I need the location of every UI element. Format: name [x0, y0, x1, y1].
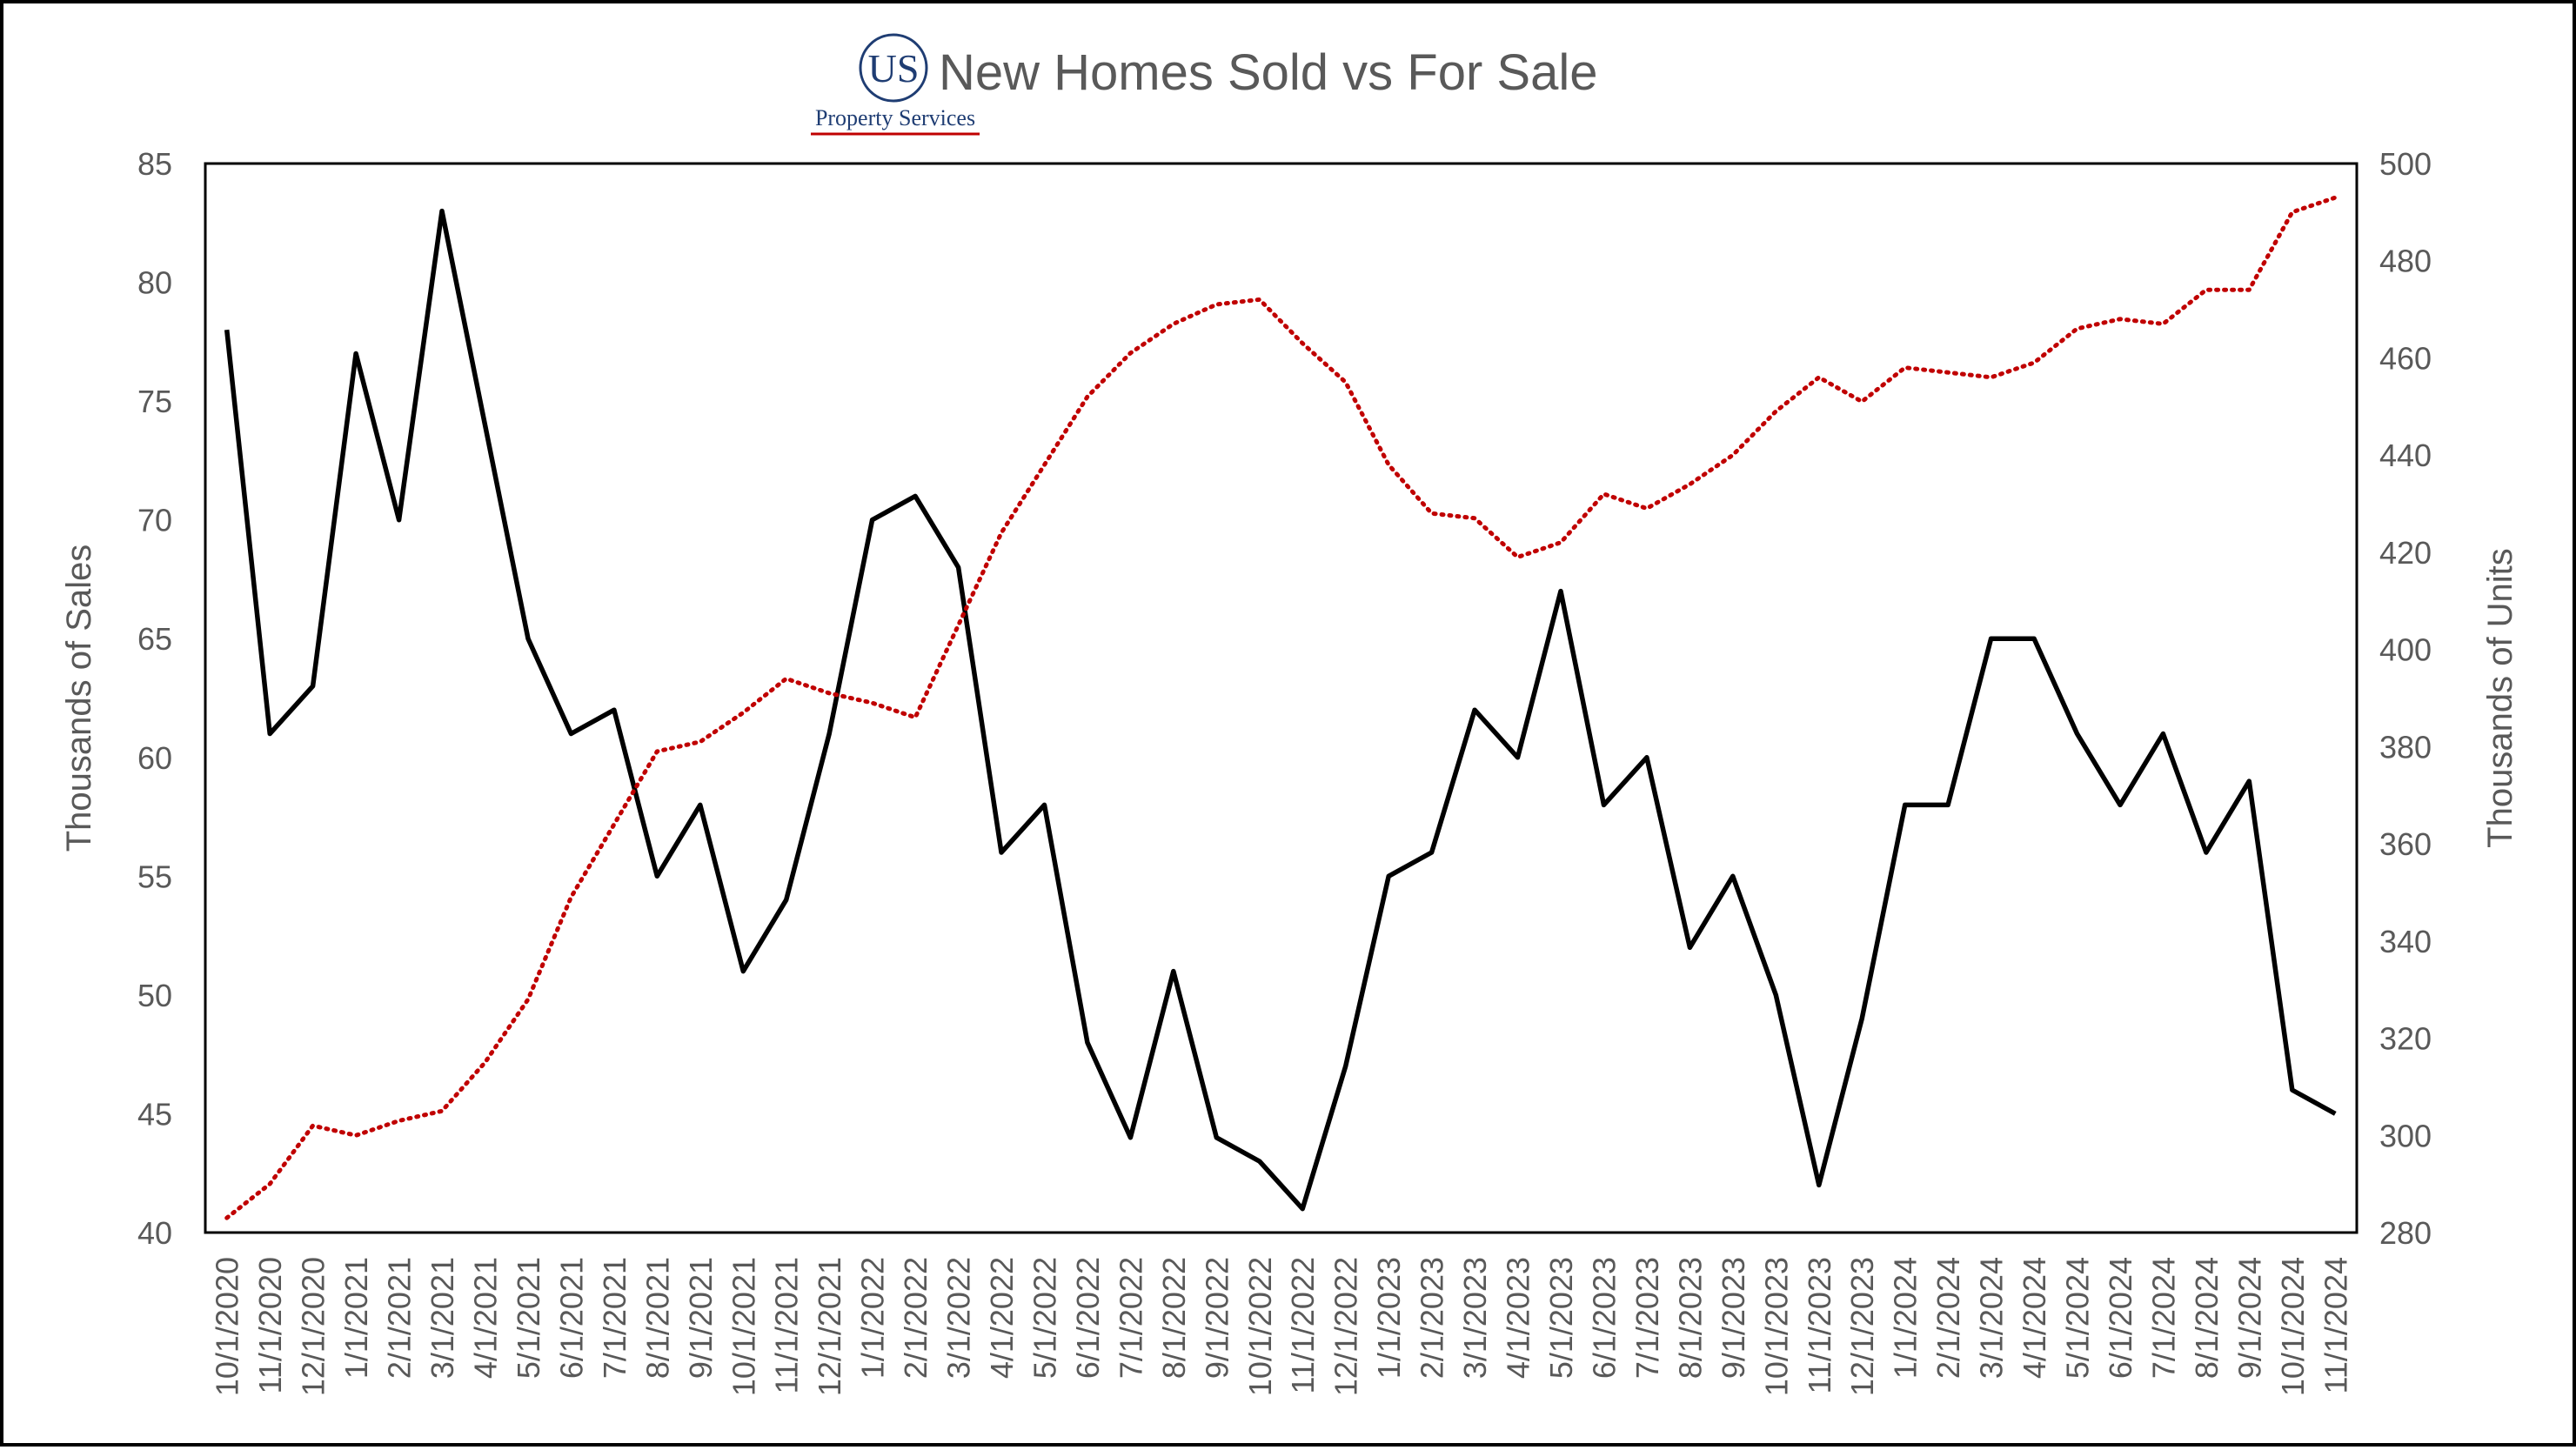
x-tick-label: 10/1/2020 — [210, 1257, 245, 1396]
x-tick-label: 12/1/2020 — [296, 1257, 331, 1396]
y-right-tick-label: 460 — [2379, 340, 2432, 376]
x-tick-label: 12/1/2022 — [1328, 1257, 1364, 1396]
y-left-tick-labels: 40 45 50 55 60 65 70 75 80 85 — [137, 146, 172, 1251]
line-chart: US Property Services New Homes Sold vs F… — [60, 33, 2519, 1396]
y-right-tick-label: 480 — [2379, 244, 2432, 279]
y-right-tick-label: 340 — [2379, 924, 2432, 959]
x-tick-label: 7/1/2022 — [1113, 1257, 1148, 1379]
x-tick-label: 5/1/2024 — [2060, 1257, 2096, 1379]
series-lines — [224, 195, 2338, 1220]
series-line-for-sale — [224, 195, 2338, 1220]
y-left-tick-label: 70 — [137, 503, 172, 538]
x-tick-label: 6/1/2024 — [2103, 1257, 2138, 1379]
y-left-tick-label: 65 — [137, 621, 172, 657]
x-tick-label: 12/1/2021 — [812, 1257, 847, 1396]
x-tick-label: 1/1/2022 — [855, 1257, 891, 1379]
y-right-axis-title: Thousands of Units — [2481, 548, 2519, 848]
x-tick-label: 1/1/2021 — [338, 1257, 374, 1379]
x-tick-label: 2/1/2024 — [1930, 1257, 1966, 1379]
x-tick-label: 12/1/2023 — [1844, 1257, 1880, 1396]
x-tick-label: 10/1/2023 — [1758, 1257, 1794, 1396]
x-tick-label: 3/1/2023 — [1457, 1257, 1493, 1379]
y-right-tick-label: 420 — [2379, 535, 2432, 571]
x-tick-label: 3/1/2024 — [1974, 1257, 2010, 1379]
x-tick-label: 2/1/2023 — [1415, 1257, 1450, 1379]
series-line-sold — [224, 208, 2337, 1212]
x-tick-label: 4/1/2022 — [984, 1257, 1020, 1379]
y-left-tick-label: 55 — [137, 859, 172, 894]
x-tick-label: 7/1/2023 — [1629, 1257, 1665, 1379]
y-right-tick-label: 320 — [2379, 1021, 2432, 1057]
x-tick-label: 9/1/2021 — [683, 1257, 719, 1379]
x-tick-label: 4/1/2021 — [467, 1257, 503, 1379]
x-tick-label: 3/1/2022 — [941, 1257, 977, 1379]
x-tick-label: 11/1/2023 — [1802, 1257, 1837, 1393]
x-tick-label: 1/1/2024 — [1888, 1257, 1924, 1379]
y-right-tick-label: 500 — [2379, 146, 2432, 182]
x-tick-label: 3/1/2021 — [425, 1257, 460, 1379]
x-tick-label: 9/1/2024 — [2231, 1257, 2267, 1379]
chart-title: New Homes Sold vs For Sale — [939, 44, 1597, 101]
x-tick-label: 8/1/2022 — [1156, 1257, 1192, 1379]
y-right-tick-label: 440 — [2379, 438, 2432, 473]
logo-subtitle: Property Services — [815, 105, 975, 130]
y-right-tick-label: 380 — [2379, 729, 2432, 765]
x-tick-labels: 10/1/2020 11/1/2020 12/1/2020 1/1/2021 2/1/2… — [210, 1257, 2354, 1396]
x-tick-label: 6/1/2021 — [553, 1257, 589, 1379]
x-tick-label: 8/1/2023 — [1672, 1257, 1708, 1379]
plot-area — [204, 162, 2359, 1234]
y-left-tick-label: 45 — [137, 1096, 172, 1132]
logo-mark: US — [868, 46, 920, 90]
x-tick-label: 9/1/2022 — [1199, 1257, 1234, 1379]
x-tick-label: 10/1/2022 — [1242, 1257, 1278, 1396]
y-left-tick-label: 85 — [137, 146, 172, 182]
x-tick-label: 11/1/2024 — [2318, 1257, 2353, 1393]
x-tick-label: 2/1/2022 — [898, 1257, 933, 1379]
x-tick-label: 6/1/2022 — [1070, 1257, 1106, 1379]
x-tick-label: 8/1/2024 — [2189, 1257, 2225, 1379]
x-tick-label: 4/1/2024 — [2017, 1257, 2052, 1379]
x-tick-label: 6/1/2023 — [1586, 1257, 1622, 1379]
x-tick-label: 7/1/2021 — [597, 1257, 632, 1379]
logo: US Property Services — [811, 33, 980, 136]
y-left-tick-label: 40 — [137, 1215, 172, 1251]
y-right-tick-label: 300 — [2379, 1118, 2432, 1153]
x-tick-label: 1/1/2023 — [1371, 1257, 1407, 1379]
y-right-tick-label: 360 — [2379, 826, 2432, 862]
y-left-tick-label: 50 — [137, 978, 172, 1013]
x-tick-label: 4/1/2023 — [1501, 1257, 1536, 1379]
x-tick-label: 5/1/2023 — [1543, 1257, 1579, 1379]
y-left-axis-title: Thousands of Sales — [60, 545, 98, 852]
x-tick-label: 10/1/2021 — [726, 1257, 761, 1396]
x-tick-label: 9/1/2023 — [1716, 1257, 1751, 1379]
y-left-tick-label: 75 — [137, 384, 172, 419]
x-tick-label: 7/1/2024 — [2145, 1257, 2181, 1379]
x-tick-label: 5/1/2022 — [1027, 1257, 1062, 1379]
x-tick-label: 11/1/2021 — [769, 1257, 805, 1393]
x-tick-label: 11/1/2022 — [1285, 1257, 1321, 1393]
x-tick-label: 5/1/2021 — [511, 1257, 546, 1379]
y-left-tick-label: 80 — [137, 265, 172, 301]
x-tick-label: 10/1/2024 — [2275, 1257, 2311, 1396]
y-left-tick-label: 60 — [137, 740, 172, 776]
y-right-tick-label: 400 — [2379, 632, 2432, 668]
logo-circle-icon — [859, 33, 928, 103]
y-right-tick-label: 280 — [2379, 1215, 2432, 1251]
x-tick-label: 2/1/2021 — [382, 1257, 418, 1379]
x-tick-label: 8/1/2021 — [639, 1257, 675, 1379]
y-right-tick-labels: 280 300 320 340 360 380 400 420 440 460 480 500 — [2379, 146, 2432, 1251]
x-tick-label: 11/1/2020 — [252, 1257, 288, 1393]
